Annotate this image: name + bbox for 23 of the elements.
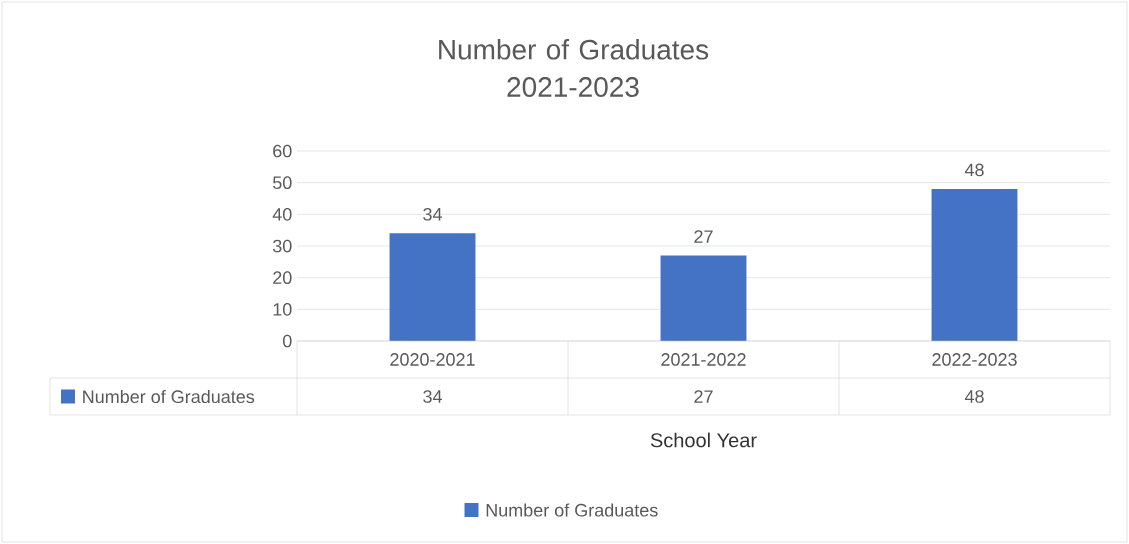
bar [931, 189, 1018, 341]
text: 27 [694, 390, 713, 403]
text: 48 [964, 390, 984, 403]
bar [389, 233, 476, 341]
y-tick-label: 10 [273, 302, 292, 316]
x-tick-label: 2022-2023 [932, 353, 1017, 366]
y-tick-label: 30 [272, 239, 292, 253]
bar [660, 255, 747, 341]
text: Number of Graduates [486, 503, 658, 517]
legend-label: Number of Graduates [83, 389, 255, 404]
y-tick-label: 40 [272, 207, 292, 221]
x-tick-label: 2020-2021 [390, 353, 475, 366]
y-tick-label: 50 [272, 176, 292, 190]
y-tick-label: 20 [273, 271, 292, 285]
text: 34 [423, 390, 442, 403]
y-tick-label: 60 [273, 144, 292, 158]
x-axis-title: School Year [650, 432, 757, 448]
x-tick-label: 2021-2022 [661, 353, 746, 366]
chart-title: Number of Graduates 2021-2023 [439, 39, 709, 97]
data-label: 48 [964, 163, 984, 177]
data-label: 34 [423, 207, 442, 221]
data-label: 27 [694, 230, 713, 243]
y-tick-label: 0 [282, 334, 292, 348]
